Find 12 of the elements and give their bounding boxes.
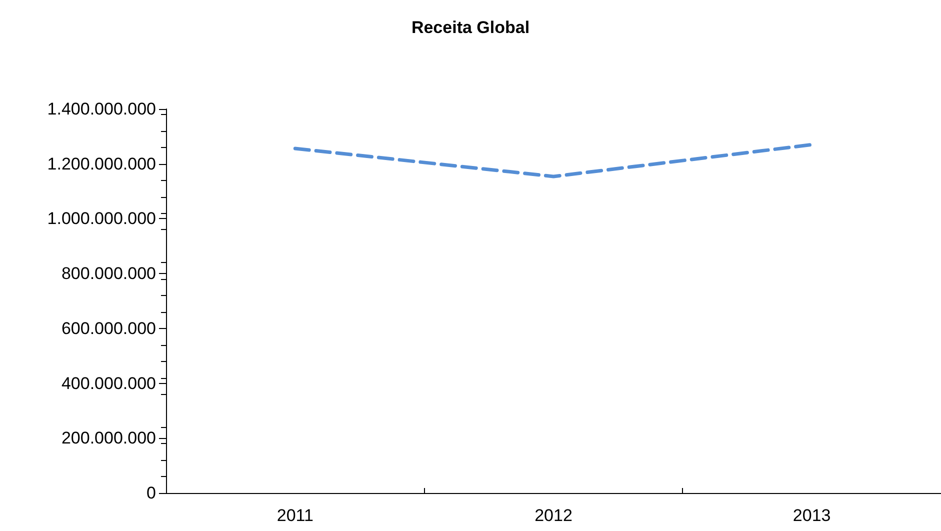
x-tick-label: 2012	[534, 506, 572, 525]
y-tick-label: 600.000.000	[61, 318, 156, 338]
y-tick-label: 1.200.000.000	[47, 154, 156, 174]
y-tick-label: 0	[146, 484, 156, 502]
y-tick-label: 1.400.000.000	[47, 100, 156, 118]
chart-title: Receita Global	[411, 18, 530, 37]
y-tick-label: 1.000.000.000	[47, 209, 156, 228]
x-tick-label: 2011	[276, 506, 314, 525]
y-tick-label: 200.000.000	[61, 428, 156, 448]
x-tick-label: 2013	[792, 506, 831, 525]
y-tick-label: 400.000.000	[61, 374, 156, 393]
y-tick-label: 800.000.000	[61, 264, 156, 284]
